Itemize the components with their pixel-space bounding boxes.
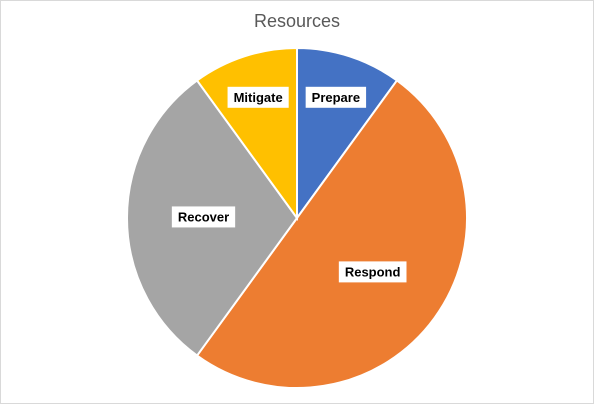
slice-label: Respond: [345, 264, 401, 279]
slice-label: Recover: [178, 209, 229, 224]
label-box: [227, 86, 289, 108]
slice-label: Prepare: [312, 90, 360, 105]
pie-slice: [195, 79, 468, 389]
label-box: [171, 206, 236, 228]
label-box: [338, 261, 407, 283]
chart-title: Resources: [254, 11, 340, 31]
label-box: [305, 86, 367, 108]
slice-label: Mitigate: [234, 90, 283, 105]
